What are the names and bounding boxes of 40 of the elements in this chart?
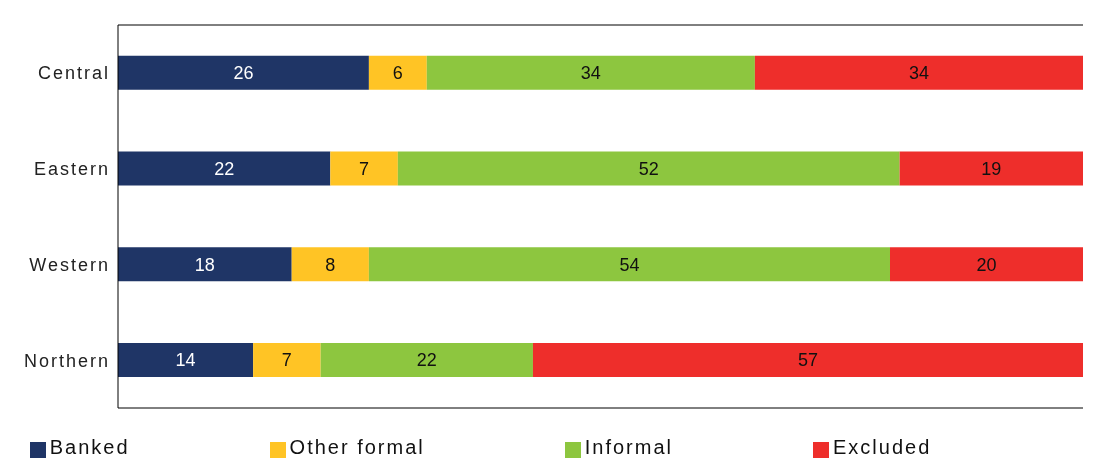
bar [899, 151, 1083, 186]
data-label: 8 [325, 254, 336, 275]
data-label: 52 [638, 158, 659, 179]
bar [368, 247, 890, 282]
data-label: 7 [359, 158, 370, 179]
bar [532, 342, 1083, 377]
data-label: 34 [908, 63, 929, 84]
bar [118, 151, 331, 186]
data-label: 22 [416, 350, 437, 371]
data-label: 20 [976, 254, 997, 275]
data-label: 6 [392, 63, 403, 84]
data-label: 54 [619, 254, 640, 275]
bar [330, 151, 398, 186]
bar [890, 247, 1083, 282]
bar [320, 342, 533, 377]
bar [754, 55, 1083, 90]
bar [118, 55, 369, 90]
bar [291, 247, 369, 282]
data-label: 34 [580, 63, 601, 84]
bar [253, 342, 321, 377]
data-label: 57 [797, 350, 818, 371]
y-tick-label: Central [37, 63, 110, 84]
y-tick-label: Northern [23, 350, 110, 371]
legend-label: Excluded [832, 436, 932, 458]
data-label: 18 [194, 254, 215, 275]
bar [118, 342, 254, 377]
data-label: 7 [281, 350, 292, 371]
data-label: 14 [175, 350, 196, 371]
bar [426, 55, 755, 90]
y-tick-label: Eastern [33, 159, 110, 180]
bar [368, 55, 427, 90]
y-tick-label: Western [29, 254, 110, 275]
data-label: 19 [981, 158, 1002, 179]
bar [397, 151, 900, 186]
legend-label: Banked [49, 436, 130, 458]
data-label: 22 [214, 158, 235, 179]
legend-label: Other formal [289, 436, 425, 458]
bar [118, 247, 292, 282]
data-label: 26 [233, 63, 254, 84]
legend-label: Informal [584, 436, 673, 458]
